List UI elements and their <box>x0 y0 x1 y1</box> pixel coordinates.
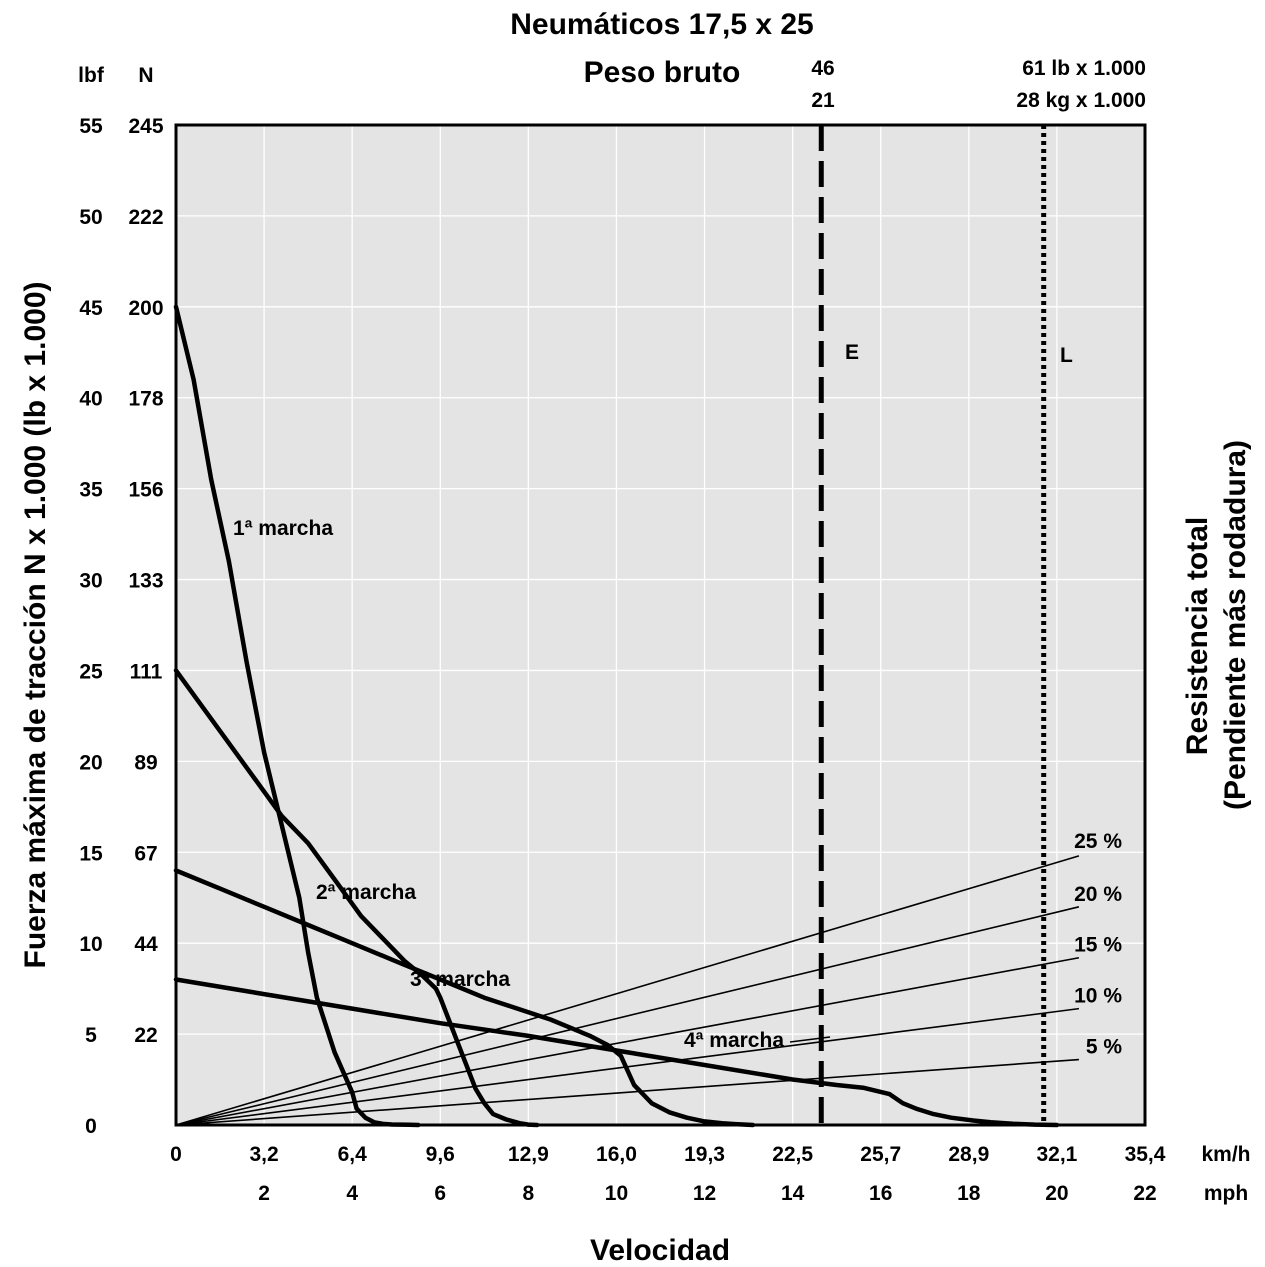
grade-lines <box>175 855 1080 1126</box>
plot-area <box>176 125 1145 1125</box>
gear-curve-3 <box>173 868 756 1128</box>
grid-lines <box>176 125 1145 1125</box>
x-tick-kmh: 35,4 <box>1125 1143 1166 1166</box>
y-tick-lbf: 30 <box>79 570 102 593</box>
x-tick-mph: 8 <box>523 1182 535 1205</box>
y-tick-lbf: 25 <box>79 660 103 683</box>
l-line-top-value-2: 28 kg x 1.000 <box>1016 89 1146 112</box>
grade-label: 10 % <box>1074 985 1122 1008</box>
grade-line <box>175 1058 1079 1126</box>
y-axis-title-left: Fuerza máxima de tracción N x 1.000 (lb … <box>19 282 52 969</box>
y-tick-n: 133 <box>128 570 163 593</box>
y-axis-title-right-2: (Pendiente más rodadura) <box>1219 440 1252 810</box>
x-tick-mph: 12 <box>693 1182 716 1205</box>
x-tick-kmh: 3,2 <box>249 1143 278 1166</box>
x-tick-mph: 2 <box>258 1182 270 1205</box>
grade-labels: 25 % 20 % 15 % 10 % 5 % <box>1074 830 1122 1059</box>
grade-label: 20 % <box>1074 883 1122 906</box>
y-axis-title-right-1: Resistencia total <box>1181 517 1214 755</box>
y-tick-n: 44 <box>134 933 158 956</box>
chart-title: Neumáticos 17,5 x 25 <box>510 8 814 41</box>
y-tick-lbf: 40 <box>79 388 102 411</box>
series-label-2: 2ª marcha <box>316 881 416 904</box>
gear-curve-2 <box>173 668 540 1128</box>
x-tick-kmh: 9,6 <box>426 1143 455 1166</box>
x-tick-mph: 18 <box>957 1182 981 1205</box>
y-tick-lbf: 50 <box>79 206 102 229</box>
grade-line <box>175 855 1080 1126</box>
y-tick-n: 111 <box>130 660 163 683</box>
y-tick-lbf: 15 <box>79 842 103 865</box>
mph-unit-label: mph <box>1204 1182 1248 1205</box>
x-tick-mph: 14 <box>781 1182 805 1205</box>
x-tick-labels: 0 3,2 6,4 9,6 12,9 16,0 19,3 22,5 25,7 28,9 32,1 35… <box>170 1143 1166 1205</box>
plot-frame <box>174 123 1147 1127</box>
y-tick-n: 89 <box>134 751 157 774</box>
y-tick-n: 67 <box>134 842 157 865</box>
x-tick-mph: 20 <box>1045 1182 1068 1205</box>
series-label-4: 4ª marcha <box>684 1029 784 1052</box>
y-tick-n: 178 <box>128 388 163 411</box>
chart-subtitle: Peso bruto <box>584 56 741 89</box>
x-tick-mph: 10 <box>605 1182 628 1205</box>
y-tick-lbf: 35 <box>79 479 103 502</box>
y-tick-labels: 0 5 22 10 44 15 67 20 89 25 111 30 133 35 156 40 178 45 20… <box>79 115 164 1138</box>
grade-label: 25 % <box>1074 830 1122 853</box>
x-tick-kmh: 32,1 <box>1036 1143 1077 1166</box>
y-tick-n: 200 <box>128 297 163 320</box>
gear-curve-4 <box>173 977 1060 1128</box>
x-tick-mph: 4 <box>346 1182 358 1205</box>
x-tick-kmh: 28,9 <box>948 1143 989 1166</box>
grade-label: 5 % <box>1086 1036 1123 1059</box>
x-tick-kmh: 6,4 <box>338 1143 368 1166</box>
y-tick-n: 245 <box>128 115 163 138</box>
series-label-3: 3ª marcha <box>410 968 510 991</box>
e-line-label: E <box>845 341 859 364</box>
x-tick-mph: 16 <box>869 1182 892 1205</box>
grade-line <box>175 956 1080 1126</box>
l-line-label: L <box>1060 344 1073 367</box>
series-label-1: 1ª marcha <box>233 517 333 540</box>
x-tick-kmh: 22,5 <box>772 1143 813 1166</box>
x-tick-kmh: 0 <box>170 1143 182 1166</box>
x-tick-mph: 22 <box>1133 1182 1156 1205</box>
series-label-4-leader <box>789 1036 831 1043</box>
lbf-unit-label: lbf <box>78 64 105 87</box>
y-tick-lbf: 5 <box>85 1024 97 1047</box>
y-tick-lbf: 20 <box>79 751 102 774</box>
n-unit-label: N <box>138 64 153 87</box>
x-tick-mph: 6 <box>434 1182 446 1205</box>
e-line-top-value-2: 21 <box>811 89 835 112</box>
x-tick-kmh: 12,9 <box>508 1143 549 1166</box>
y-tick-lbf: 0 <box>85 1115 97 1138</box>
y-tick-lbf: 55 <box>79 115 103 138</box>
l-line-top-value-1: 61 lb x 1.000 <box>1022 57 1146 80</box>
y-tick-n: 22 <box>134 1024 157 1047</box>
kmh-unit-label: km/h <box>1201 1143 1250 1166</box>
y-tick-n: 222 <box>128 206 163 229</box>
x-tick-kmh: 25,7 <box>860 1143 901 1166</box>
y-tick-n: 156 <box>128 479 163 502</box>
y-tick-lbf: 10 <box>79 933 102 956</box>
x-tick-kmh: 19,3 <box>684 1143 725 1166</box>
y-tick-lbf: 45 <box>79 297 103 320</box>
x-axis-title: Velocidad <box>590 1234 730 1267</box>
grade-label: 15 % <box>1074 934 1122 957</box>
gross-weight-lines <box>818 125 1047 1125</box>
x-tick-kmh: 16,0 <box>596 1143 637 1166</box>
e-line-top-value-1: 46 <box>811 57 834 80</box>
grade-line <box>175 906 1080 1126</box>
